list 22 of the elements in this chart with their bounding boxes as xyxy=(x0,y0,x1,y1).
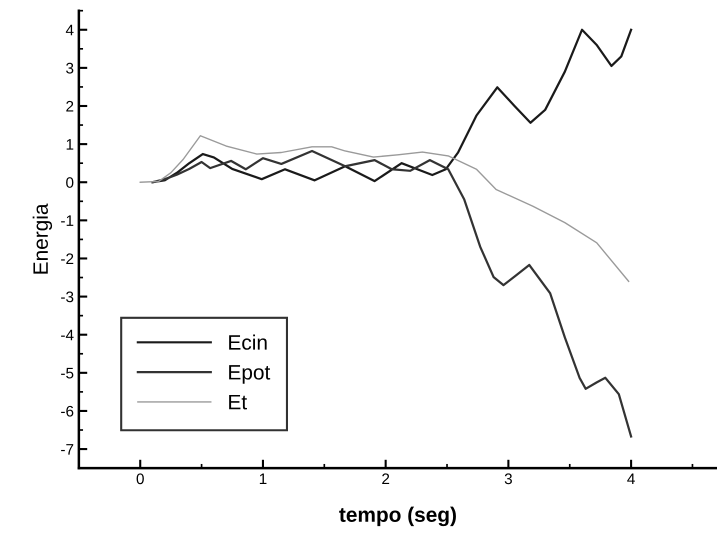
x-tick-label: 2 xyxy=(382,473,390,484)
y-tick-label: 2 xyxy=(66,100,74,112)
legend-label: Ecin xyxy=(229,334,267,350)
x-tick-label: 1 xyxy=(260,474,266,484)
x-tick-label: 4 xyxy=(627,474,635,484)
y-tick-label: 3 xyxy=(66,62,74,74)
y-tick-label: 4 xyxy=(66,24,74,36)
x-tick-label: 0 xyxy=(136,473,144,484)
legend-label: Epot xyxy=(229,365,270,384)
y-tick-label: -6 xyxy=(61,406,74,417)
y-tick-label: -3 xyxy=(61,291,74,302)
y-tick-label: 0 xyxy=(66,177,74,188)
y-tick-label: -1 xyxy=(61,215,74,226)
y-tick-label: -4 xyxy=(61,330,74,340)
y-tick-label: 1 xyxy=(66,139,74,150)
legend-label: Et xyxy=(229,394,247,410)
x-tick-label: 3 xyxy=(504,473,512,484)
y-tick-label: -5 xyxy=(61,368,74,379)
y-axis-title: Energia xyxy=(32,204,52,274)
y-tick-label: -2 xyxy=(61,253,74,264)
x-axis-title: tempo (seg) xyxy=(339,506,456,526)
y-tick-label: -7 xyxy=(61,444,74,455)
